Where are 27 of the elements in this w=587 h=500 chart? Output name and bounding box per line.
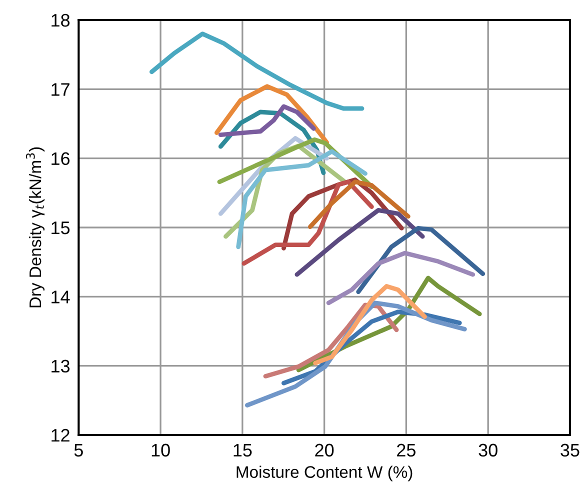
- line-series: [356, 226, 486, 294]
- line-series: [313, 284, 427, 366]
- line-series: [214, 84, 329, 145]
- x-tick-label: 25: [397, 444, 416, 457]
- line-series: [308, 180, 410, 230]
- y-tick-label: 12: [52, 428, 70, 442]
- line-series: [236, 149, 368, 250]
- line-series: [149, 32, 364, 111]
- x-tick-label: 20: [315, 444, 334, 457]
- y-tick-label: 14: [52, 290, 70, 304]
- line-series: [263, 302, 399, 378]
- line-series: [218, 104, 316, 138]
- y-tick-label: 17: [52, 83, 70, 96]
- y-axis-title: Dry Density γ$_{t}$(kN/m$^{3}$): [26, 147, 45, 308]
- line-series: [242, 180, 374, 266]
- x-tick-label: 15: [234, 444, 252, 457]
- x-tick-label: 35: [560, 444, 580, 457]
- x-tick-label: 10: [152, 444, 170, 457]
- line-series: [326, 250, 476, 306]
- y-tick-label: 18: [52, 14, 70, 27]
- y-tick-label: 16: [52, 152, 70, 166]
- x-axis-title: Moisture Content W (%): [236, 466, 412, 482]
- x-tick-label: 5: [74, 444, 83, 457]
- line-series: [294, 208, 425, 277]
- y-tick-label: 13: [52, 360, 70, 373]
- y-tick-label: 15: [52, 222, 70, 234]
- x-tick-label: 30: [478, 444, 498, 457]
